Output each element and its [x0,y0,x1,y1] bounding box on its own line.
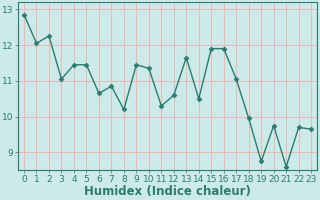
X-axis label: Humidex (Indice chaleur): Humidex (Indice chaleur) [84,185,251,198]
